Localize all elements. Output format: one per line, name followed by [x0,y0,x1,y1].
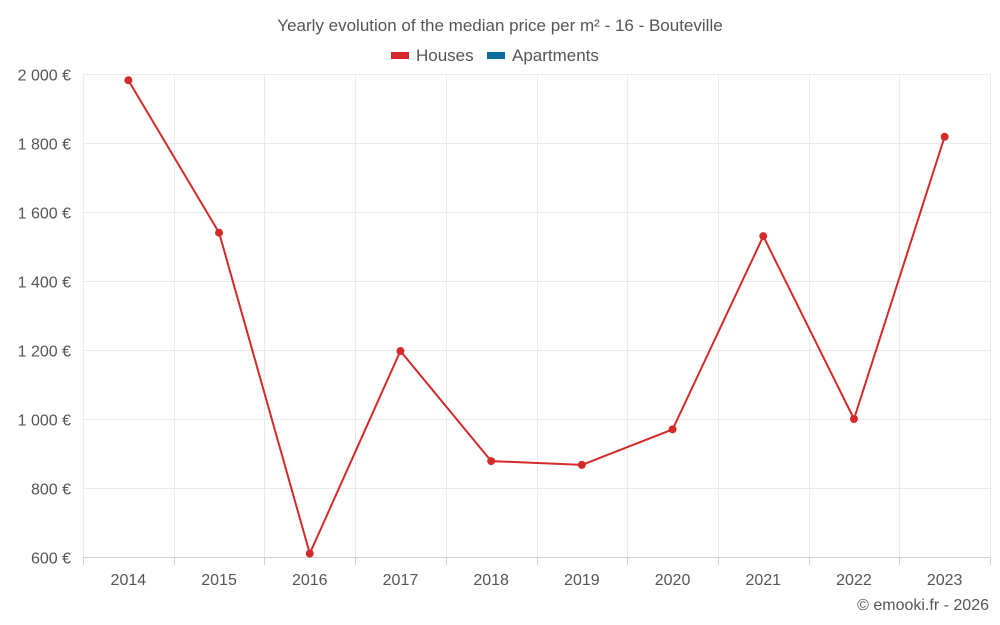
y-gridlines [83,74,990,489]
legend: Houses Apartments [391,46,599,65]
x-tick-label: 2014 [111,572,147,589]
credit-text: © emooki.fr - 2026 [857,597,989,614]
x-tick-label: 2015 [201,572,237,589]
series-layer [124,76,949,558]
y-tick-label: 800 € [31,482,71,499]
y-tick-label: 1 400 € [18,275,71,292]
x-tick-label: 2016 [292,572,328,589]
legend-swatch-apartments [487,52,505,59]
data-point-houses[interactable] [759,232,768,241]
x-tick-label: 2022 [836,572,872,589]
x-tick-label: 2017 [383,572,419,589]
series-line-houses [127,79,946,555]
data-point-houses[interactable] [487,457,496,466]
y-tick-label: 1 600 € [18,206,71,223]
x-tick-label: 2019 [564,572,600,589]
y-tick-label: 2 000 € [18,68,71,85]
chart-title: Yearly evolution of the median price per… [277,16,722,35]
data-point-houses[interactable] [396,347,405,356]
data-point-houses[interactable] [849,415,858,423]
legend-label-apartments: Apartments [512,46,599,65]
x-tick-label: 2018 [473,572,509,589]
x-gridlines [83,74,991,557]
data-point-houses[interactable] [124,76,133,85]
legend-item-apartments[interactable]: Apartments [487,46,599,65]
x-tick-label: 2020 [655,572,691,589]
y-tick-label: 600 € [31,551,71,568]
data-point-houses[interactable] [577,460,586,469]
legend-swatch-houses [391,52,409,59]
legend-item-houses[interactable]: Houses [391,46,474,65]
data-point-houses[interactable] [305,549,314,558]
y-axis: 600 € 800 € 1 000 € 1 200 € 1 400 € 1 600 € 1 … [18,68,71,568]
x-tick-label: 2023 [927,572,963,589]
data-point-houses[interactable] [215,228,224,237]
y-tick-label: 1 200 € [18,344,71,361]
x-tick-label: 2021 [745,572,781,589]
x-axis: 2014 2015 2016 2017 2018 2019 2020 2021 2022 2023 [83,557,991,589]
data-point-houses[interactable] [668,425,677,434]
y-tick-label: 1 800 € [18,137,71,154]
y-tick-label: 1 000 € [18,413,71,430]
legend-label-houses: Houses [416,46,474,65]
data-point-houses[interactable] [940,132,949,141]
